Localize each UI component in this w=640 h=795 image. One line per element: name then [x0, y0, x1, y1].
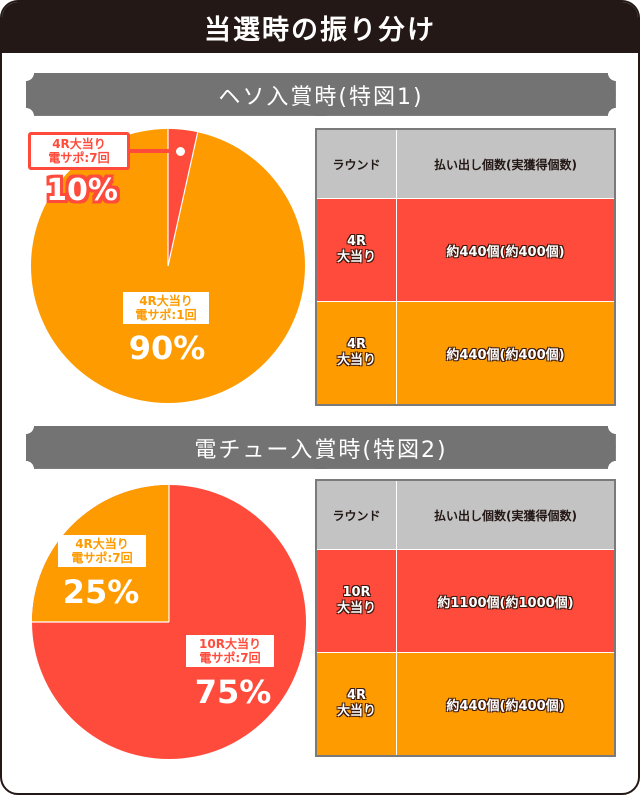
col-header-payout: 払い出し個数(実獲得個数): [396, 479, 616, 550]
col-header-round: ラウンド: [315, 479, 397, 550]
table-row: 4R 大当り 約440個(約400個): [315, 652, 616, 757]
col-header-round: ラウンド: [315, 128, 397, 199]
slice-percent-denchu-orange: 25%: [62, 573, 140, 611]
callout-dot: [174, 145, 187, 158]
section-banner-heso: ヘソ入賞時(特図1): [26, 73, 616, 116]
round-type: 大当り: [336, 704, 376, 719]
round-cell: 4R 大当り: [315, 198, 397, 302]
pie-chart-denchu: [32, 485, 306, 759]
page-title-text: 当選時の振り分け: [204, 15, 436, 46]
round-number: 4R: [346, 688, 367, 703]
table-header-row: ラウンド 払い出し個数(実獲得個数): [315, 128, 616, 199]
slice-percent-heso-red: 10%: [46, 173, 118, 208]
slice-label-line2: 電サポ:7回: [71, 551, 133, 565]
slice-label-heso-red: 4R大当り 電サポ:7回: [28, 132, 130, 170]
slice-percent-denchu-red: 75%: [194, 673, 272, 711]
slice-label-line1: 4R大当り: [52, 137, 106, 151]
slice-label-line2: 電サポ:1回: [135, 308, 197, 322]
section-title: 電チュー入賞時(特図2): [194, 437, 448, 463]
pie-chart-heso: [31, 129, 305, 403]
payout-cell: 約440個(約400個): [396, 652, 616, 757]
table-header-row: ラウンド 払い出し個数(実獲得個数): [315, 479, 616, 550]
slice-label-line1: 4R大当り: [75, 537, 129, 551]
round-cell: 4R 大当り: [315, 652, 397, 757]
payout-table-denchu: ラウンド 払い出し個数(実獲得個数) 10R 大当り 約1100個(約1000個…: [315, 479, 616, 757]
round-number: 10R: [342, 585, 371, 600]
section-title: ヘソ入賞時(特図1): [218, 84, 424, 110]
payout-cell: 約1100個(約1000個): [396, 549, 616, 653]
slice-label-denchu-orange: 4R大当り 電サポ:7回: [58, 535, 146, 567]
round-number: 4R: [346, 234, 367, 249]
round-cell: 4R 大当り: [315, 301, 397, 406]
payout-cell: 約440個(約400個): [396, 301, 616, 406]
page-title: 当選時の振り分け: [2, 2, 638, 53]
round-type: 大当り: [336, 601, 376, 616]
slice-percent-heso-orange: 90%: [128, 329, 206, 367]
round-type: 大当り: [336, 250, 376, 265]
round-type: 大当り: [336, 353, 376, 368]
table-row: 10R 大当り 約1100個(約1000個): [315, 549, 616, 653]
table-row: 4R 大当り 約440個(約400個): [315, 198, 616, 302]
col-header-payout: 払い出し個数(実獲得個数): [396, 128, 616, 199]
slice-label-heso-orange: 4R大当り 電サポ:1回: [123, 292, 209, 324]
slice-label-denchu-red: 10R大当り 電サポ:7回: [186, 635, 274, 667]
payout-cell: 約440個(約400個): [396, 198, 616, 302]
round-number: 4R: [346, 337, 367, 352]
slice-label-line2: 電サポ:7回: [199, 651, 261, 665]
callout-connector: [130, 149, 180, 153]
payout-table-heso: ラウンド 払い出し個数(実獲得個数) 4R 大当り 約440個(約400個) 4…: [315, 128, 616, 406]
slice-label-line1: 10R大当り: [199, 637, 261, 651]
section-banner-denchu: 電チュー入賞時(特図2): [26, 426, 616, 469]
slice-label-line2: 電サポ:7回: [48, 151, 110, 165]
slice-label-line1: 4R大当り: [139, 294, 193, 308]
round-cell: 10R 大当り: [315, 549, 397, 653]
table-row: 4R 大当り 約440個(約400個): [315, 301, 616, 406]
